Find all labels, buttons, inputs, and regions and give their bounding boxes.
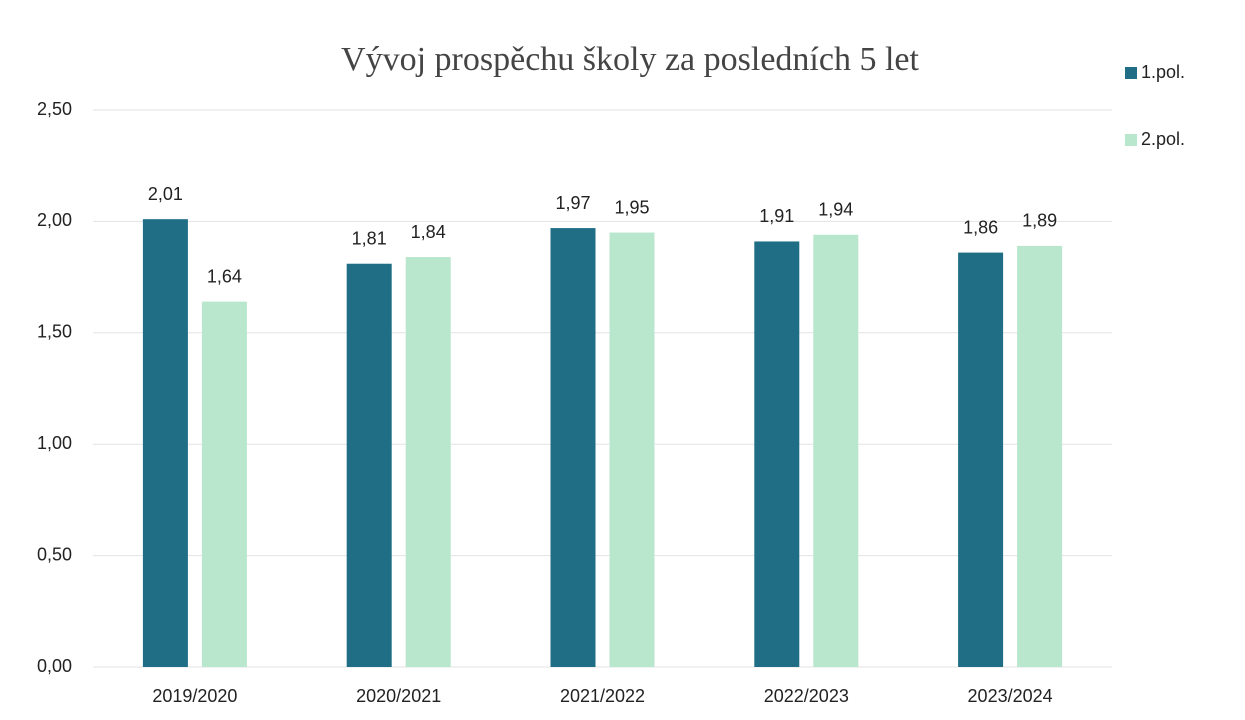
data-label: 1,97	[555, 193, 590, 213]
x-tick-label: 2022/2023	[764, 686, 849, 706]
x-tick-label: 2020/2021	[356, 686, 441, 706]
x-tick-label: 2019/2020	[152, 686, 237, 706]
bar	[405, 257, 451, 667]
bar	[609, 232, 655, 668]
y-tick-label: 2,00	[37, 210, 72, 230]
x-tick-label: 2021/2022	[560, 686, 645, 706]
legend-label: 1.pol.	[1141, 62, 1185, 82]
chart-title: Vývoj prospěchu školy za posledních 5 le…	[341, 41, 919, 78]
bar	[1017, 245, 1063, 667]
x-tick-label: 2023/2024	[968, 686, 1053, 706]
bar	[550, 228, 596, 668]
legend-label: 2.pol.	[1141, 129, 1185, 149]
y-tick-label: 1,00	[37, 433, 72, 453]
y-tick-label: 2,50	[37, 99, 72, 119]
data-label: 1,81	[352, 228, 387, 248]
data-label: 1,89	[1022, 211, 1057, 231]
data-label: 1,64	[207, 266, 242, 286]
y-tick-label: 0,50	[37, 544, 72, 564]
bar	[346, 263, 392, 667]
bar	[958, 252, 1004, 668]
legend-swatch	[1125, 67, 1137, 79]
y-tick-label: 0,00	[37, 656, 72, 676]
data-label: 1,94	[818, 200, 853, 220]
bar	[142, 219, 188, 667]
data-label: 1,86	[963, 217, 998, 237]
y-tick-label: 1,50	[37, 322, 72, 342]
bar	[201, 301, 247, 667]
data-label: 1,84	[411, 222, 446, 242]
legend-swatch	[1125, 134, 1137, 146]
data-label: 2,01	[148, 184, 183, 204]
bar	[813, 234, 859, 667]
data-label: 1,91	[759, 206, 794, 226]
data-label: 1,95	[614, 197, 649, 217]
bar	[754, 241, 800, 667]
